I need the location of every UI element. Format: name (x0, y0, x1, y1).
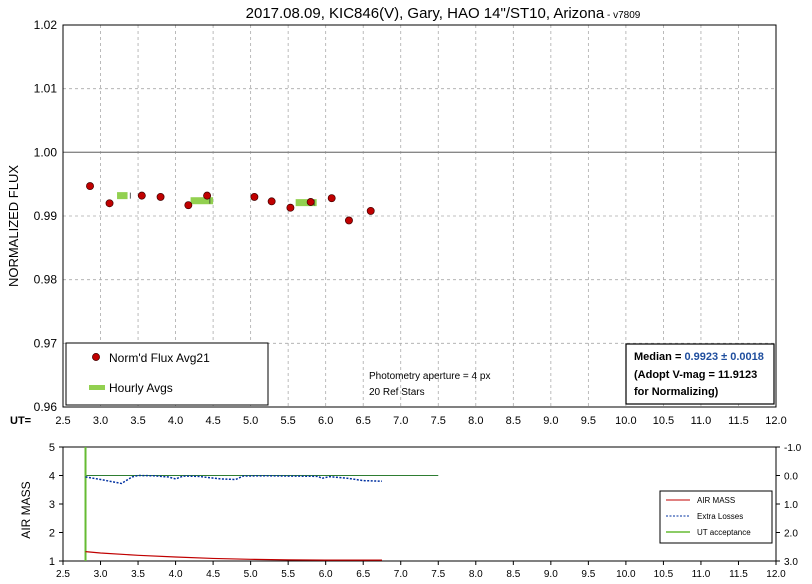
hourly-avg-bar (190, 197, 214, 205)
x-tick-label-bottom: 7.5 (431, 569, 445, 580)
x-tick-label: 12.0 (765, 415, 786, 427)
annotation-aperture: Photometry aperture = 4 px (369, 371, 490, 382)
x-tick-label-bottom: 10.5 (654, 569, 674, 580)
flux-point (267, 197, 276, 206)
x-tick-label: 8.0 (468, 415, 483, 427)
flux-point (345, 216, 353, 225)
y-tick-label: 1.00 (34, 145, 58, 159)
y-axis-label-bottom: AIR MASS (19, 481, 33, 538)
airmass-line (85, 550, 382, 561)
x-tick-label: 3.5 (130, 415, 145, 427)
median-box (625, 343, 775, 405)
legend-label-airmass: AIR MASS (697, 496, 735, 505)
legend-box-top (65, 342, 269, 406)
annotation-refstars: 20 Ref Stars (369, 387, 425, 398)
flux-point (105, 199, 114, 208)
median-normalizing: for Normalizing) (634, 386, 719, 398)
x-axis-prefix: UT= (10, 415, 31, 427)
flux-point (250, 192, 259, 201)
x-tick-label-bottom: 5.0 (244, 569, 258, 580)
x-tick-label-bottom: 2.5 (56, 569, 70, 580)
x-tick-label-bottom: 4.0 (169, 569, 183, 580)
x-tick-label-bottom: 11.0 (692, 569, 711, 580)
chart-title: 2017.08.09, KIC846(V), Gary, HAO 14"/ST1… (246, 5, 641, 22)
y-tick-label: 0.97 (34, 336, 58, 350)
y-tick-label-left: 1 (49, 556, 55, 568)
flux-point (184, 201, 193, 210)
x-tick-label-bottom: 12.0 (766, 569, 786, 580)
legend-label-flux: Norm'd Flux Avg21 (109, 351, 210, 365)
chart-title-version: - v7809 (604, 10, 641, 21)
plot-frame-top (62, 24, 777, 408)
x-tick-label: 11.0 (691, 415, 712, 427)
x-tick-label-bottom: 6.5 (356, 569, 370, 580)
legend-label-ut: UT acceptance (697, 528, 751, 537)
x-tick-label-bottom: 7.0 (394, 569, 408, 580)
y-tick-label: 0.98 (34, 273, 58, 287)
x-tick-label: 4.5 (205, 415, 220, 427)
y-tick-label-left: 2 (49, 528, 55, 540)
y-tick-label-left: 5 (49, 442, 55, 454)
y-tick-label: 1.01 (34, 82, 58, 96)
y-axis-label: NORMALIZED FLUX (6, 165, 21, 287)
x-tick-label: 3.0 (93, 415, 108, 427)
x-tick-label: 5.5 (281, 415, 296, 427)
x-tick-label: 6.5 (356, 415, 371, 427)
x-tick-label: 11.5 (728, 415, 749, 427)
x-tick-label: 2.5 (55, 415, 70, 427)
x-tick-label-bottom: 6.0 (319, 569, 333, 580)
x-tick-label-bottom: 3.5 (131, 569, 145, 580)
flux-point (86, 182, 94, 191)
y-tick-label: 1.02 (34, 18, 58, 32)
median-label: Median = (634, 351, 684, 363)
x-tick-label-bottom: 8.0 (469, 569, 483, 580)
hourly-avg-bar (117, 192, 128, 200)
flux-point (327, 194, 336, 203)
y-tick-label-right: 1.0 (784, 500, 798, 511)
legend-label-extra: Extra Losses (697, 512, 743, 521)
y-tick-label-right: 0.0 (784, 472, 798, 483)
y-tick-label-right: 3.0 (784, 557, 798, 568)
flux-point (286, 203, 295, 212)
x-tick-label-bottom: 8.5 (506, 569, 520, 580)
x-tick-label-bottom: 9.0 (544, 569, 558, 580)
extra-losses-line (85, 474, 382, 485)
flux-point (137, 191, 146, 200)
flux-point (306, 198, 315, 206)
x-tick-label-bottom: 9.5 (581, 569, 595, 580)
x-tick-label: 10.0 (615, 415, 636, 427)
y-tick-label: 0.99 (34, 209, 58, 223)
x-tick-label: 9.0 (543, 415, 558, 427)
x-tick-label: 4.0 (168, 415, 183, 427)
y-tick-label-left: 3 (49, 499, 55, 511)
flux-point (203, 191, 212, 200)
x-tick-label-bottom: 3.0 (94, 569, 108, 580)
x-tick-label-bottom: 4.5 (206, 569, 220, 580)
y-tick-label: 0.96 (34, 400, 58, 414)
median-value: 0.9923 ± 0.0018 (684, 351, 763, 363)
legend-marker-hourly (89, 385, 105, 390)
x-tick-label: 9.5 (581, 415, 596, 427)
legend-marker-flux (92, 353, 100, 361)
y-tick-label-right: -1.0 (784, 443, 802, 454)
x-tick-label: 7.0 (393, 415, 408, 427)
x-tick-label: 6.0 (318, 415, 333, 427)
x-tick-label: 7.5 (431, 415, 446, 427)
hourly-avg-bar (295, 199, 317, 207)
flux-point (366, 206, 375, 215)
legend-label-hourly: Hourly Avgs (109, 381, 173, 395)
x-tick-label-bottom: 11.5 (729, 569, 748, 580)
chart-title-main: 2017.08.09, KIC846(V), Gary, HAO 14"/ST1… (246, 5, 605, 22)
y-tick-label-right: 2.0 (784, 529, 798, 540)
y-tick-label-left: 4 (49, 471, 55, 483)
x-tick-label-bottom: 5.5 (281, 569, 295, 580)
median-adopt-vmag: (Adopt V-mag = 11.9123 (634, 369, 757, 381)
x-tick-label: 5.0 (243, 415, 258, 427)
x-tick-label-bottom: 10.0 (616, 569, 636, 580)
x-tick-label: 8.5 (506, 415, 521, 427)
flux-point (156, 192, 165, 201)
median-line: Median = 0.9923 ± 0.0018 (634, 351, 764, 363)
x-tick-label: 10.5 (653, 415, 674, 427)
